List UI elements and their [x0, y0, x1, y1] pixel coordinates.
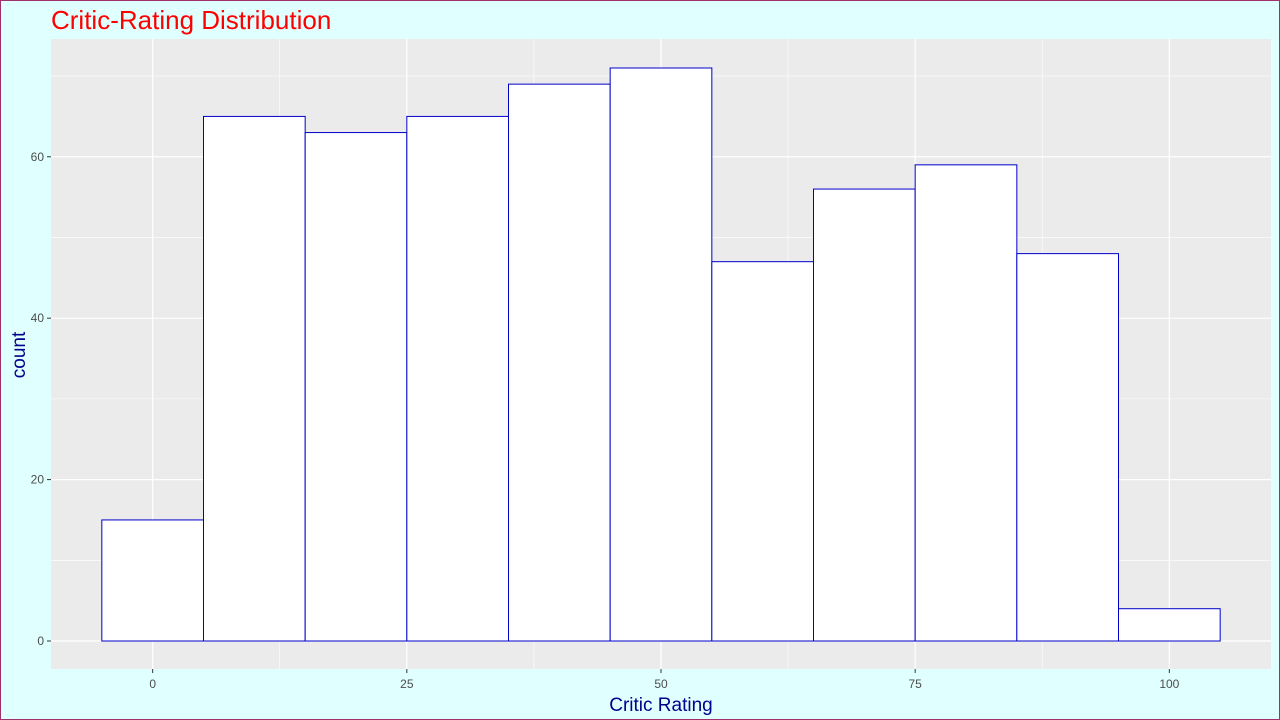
y-axis-ticks: 0 20 40 60: [31, 150, 51, 648]
x-tick-label: 25: [400, 677, 414, 691]
chart-title: Critic-Rating Distribution: [51, 5, 331, 35]
histogram-bar: [101, 519, 204, 642]
histogram-bar: [304, 132, 408, 642]
x-axis-ticks: 0 25 50 75 100: [149, 669, 1180, 691]
y-axis-title: count: [9, 331, 30, 378]
y-tick-label: 20: [31, 473, 45, 487]
histogram-bar: [813, 188, 916, 642]
histogram-bar: [711, 261, 814, 642]
x-tick-label: 100: [1159, 677, 1179, 691]
y-tick-label: 0: [37, 634, 44, 648]
histogram-bar: [914, 164, 1018, 642]
histogram-bar: [406, 115, 510, 642]
x-tick-label: 75: [908, 677, 922, 691]
histogram-bars: [101, 67, 1221, 642]
histogram-bar: [1118, 608, 1221, 642]
histogram-bar: [203, 115, 306, 642]
histogram-bar: [609, 67, 713, 642]
histogram-bar: [508, 83, 611, 642]
histogram-bar: [1016, 253, 1119, 642]
x-tick-label: 50: [654, 677, 668, 691]
y-tick-label: 60: [31, 150, 45, 164]
x-axis-title: Critic Rating: [609, 695, 712, 716]
x-tick-label: 0: [149, 677, 156, 691]
y-tick-label: 40: [31, 311, 45, 325]
